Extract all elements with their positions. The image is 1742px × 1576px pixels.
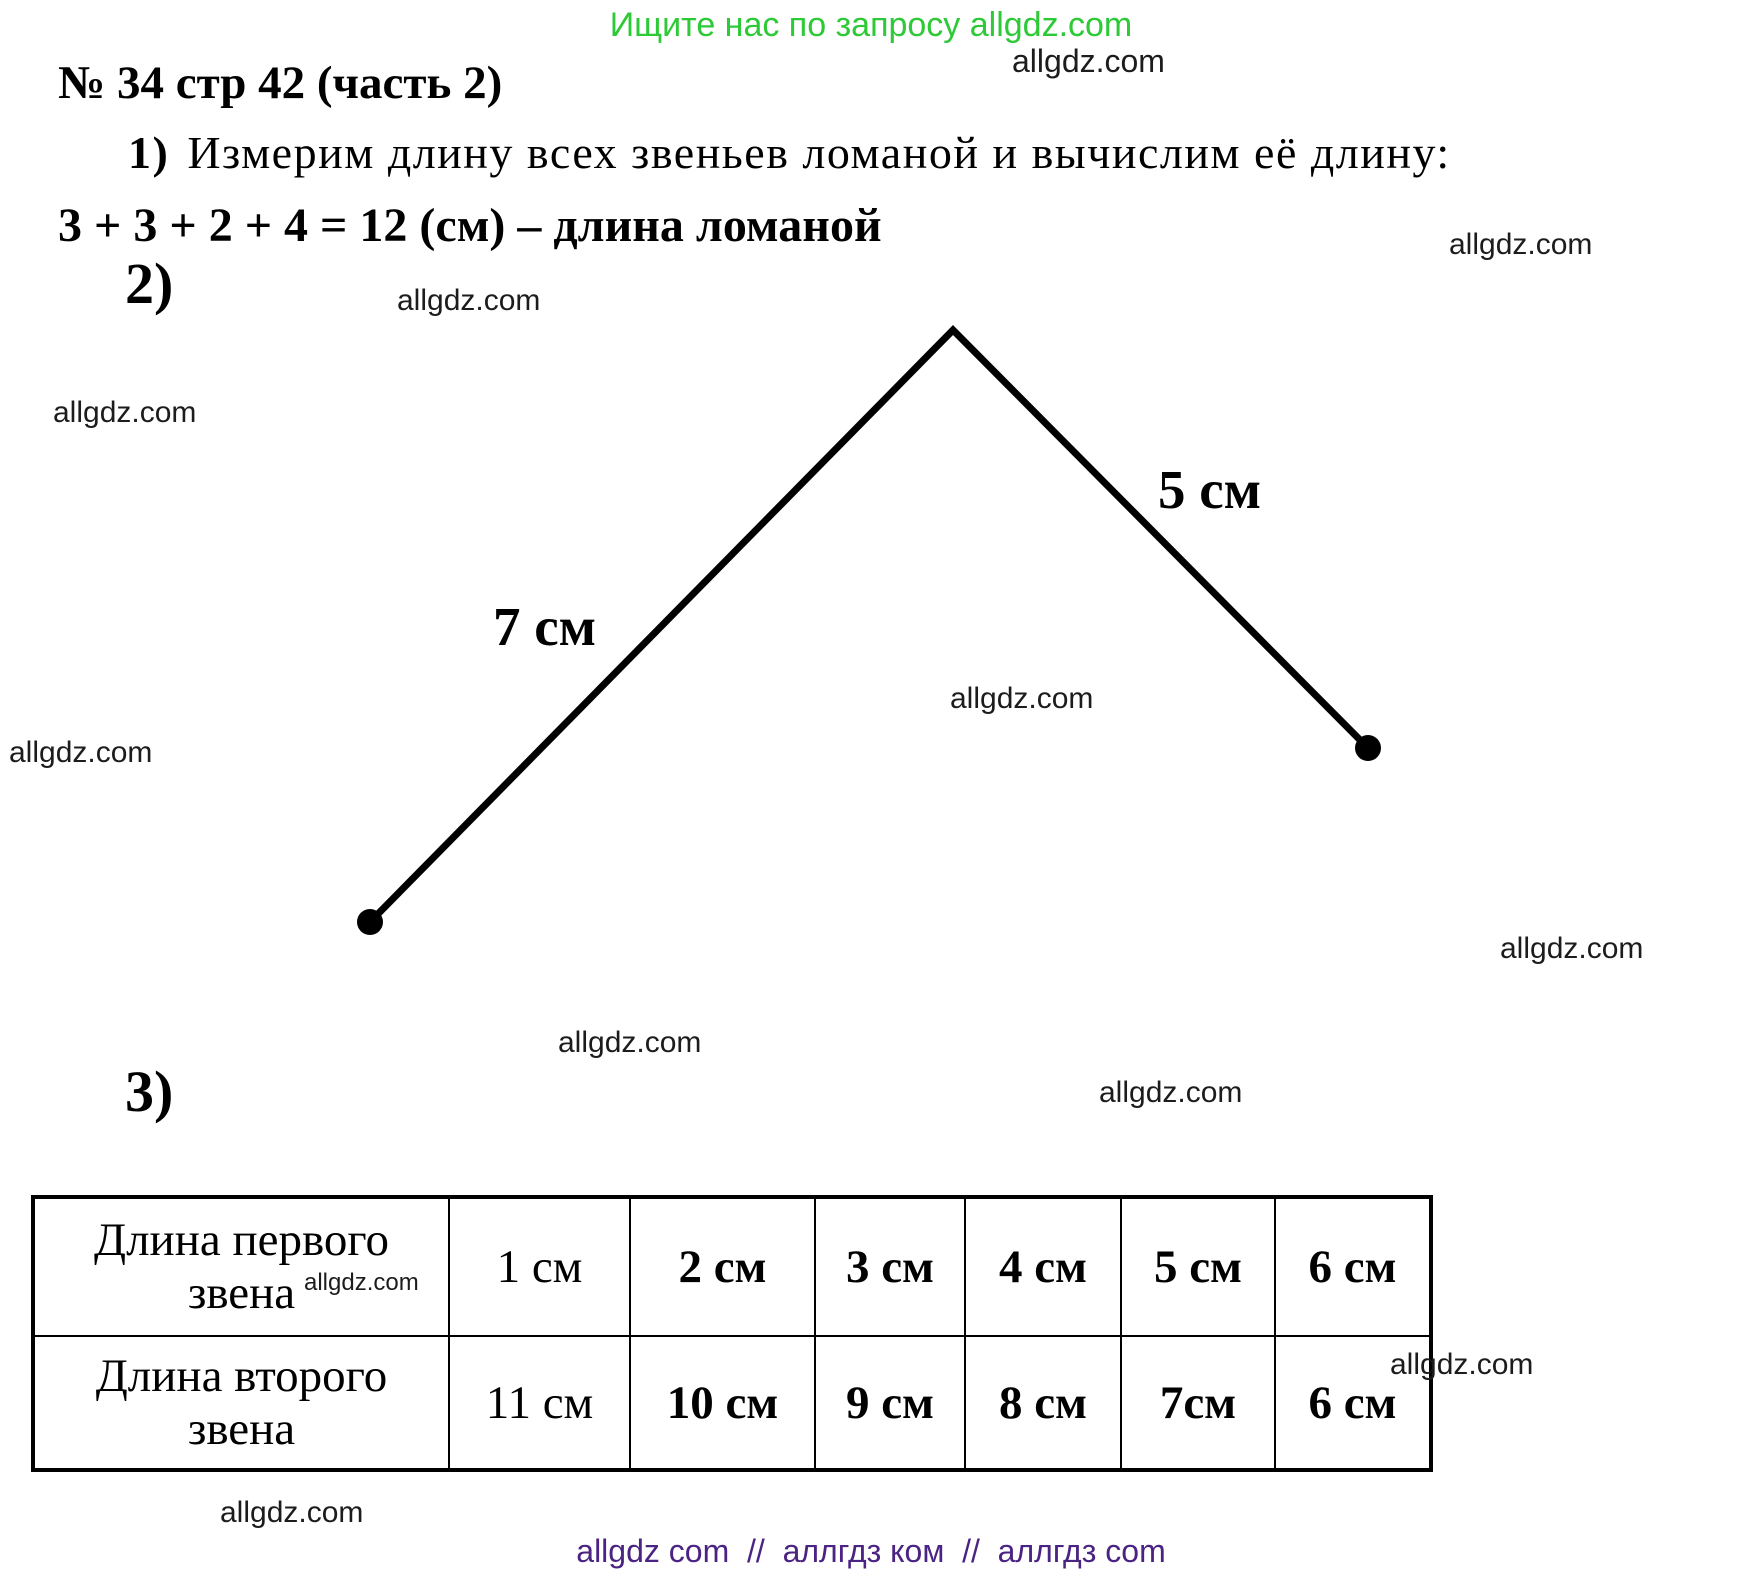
table-cell: 1 см — [448, 1196, 631, 1337]
watermark-text: allgdz.com — [397, 284, 541, 317]
lengths-table: Длина первого звена 1 см 2 см 3 см 4 см … — [31, 1195, 1433, 1472]
step-1-number: 1) — [128, 127, 170, 178]
table-cell: 7см — [1120, 1335, 1276, 1471]
solution-step-1: 1) Измерим длину всех звеньев ломаной и в… — [128, 126, 1451, 179]
segment-label-5cm: 5 см — [1158, 459, 1262, 520]
table-cell: 4 см — [964, 1196, 1122, 1337]
watermark-text: allgdz.com — [220, 1496, 364, 1529]
watermark-text: allgdz.com — [950, 682, 1094, 715]
table-cell: 2 см — [629, 1196, 816, 1337]
watermark-text: allgdz.com — [1449, 228, 1593, 261]
watermark-text: allgdz.com — [9, 736, 153, 769]
table-cell: 5 см — [1120, 1196, 1276, 1337]
endpoint-dot-left — [357, 909, 383, 935]
segment-label-7cm: 7 см — [493, 596, 597, 657]
table-cell: 10 см — [629, 1335, 816, 1471]
watermark-text: allgdz.com — [1099, 1076, 1243, 1109]
page-title: № 34 стр 42 (часть 2) — [58, 57, 503, 109]
footer-links: allgdz com // аллгдз ком // аллгдз com — [576, 1533, 1166, 1569]
step-2-number: 2) — [125, 251, 174, 316]
endpoint-dot-right — [1355, 735, 1381, 761]
table-cell: 8 см — [964, 1335, 1122, 1471]
watermark-text: allgdz.com — [304, 1269, 419, 1296]
table-cell: 11 см — [448, 1335, 631, 1471]
row-header-second-link: Длина второго звена — [32, 1335, 450, 1471]
watermark-text: allgdz.com — [1500, 932, 1644, 965]
step-1-text: Измерим длину всех звеньев ломаной и выч… — [187, 127, 1451, 178]
table-row: Длина первого звена 1 см 2 см 3 см 4 см … — [32, 1196, 1432, 1337]
row-header-first-link: Длина первого звена — [32, 1196, 450, 1337]
watermark-text: allgdz.com — [53, 396, 197, 429]
length-equation: 3 + 3 + 2 + 4 = 12 (см) – длина ломаной — [58, 199, 882, 252]
promo-banner: Ищите нас по запросу allgdz.com — [609, 6, 1133, 44]
watermark-text: allgdz.com — [1012, 43, 1165, 79]
table-cell: 3 см — [814, 1196, 966, 1337]
watermark-text: allgdz.com — [558, 1026, 702, 1059]
table-cell: 9 см — [814, 1335, 966, 1471]
watermark-text: allgdz.com — [1390, 1348, 1534, 1381]
step-3-number: 3) — [125, 1059, 174, 1124]
table-cell: 6 см — [1274, 1196, 1432, 1337]
table-cell: 6 см — [1274, 1335, 1432, 1471]
table-row: Длина второго звена 11 см 10 см 9 см 8 с… — [32, 1335, 1432, 1471]
